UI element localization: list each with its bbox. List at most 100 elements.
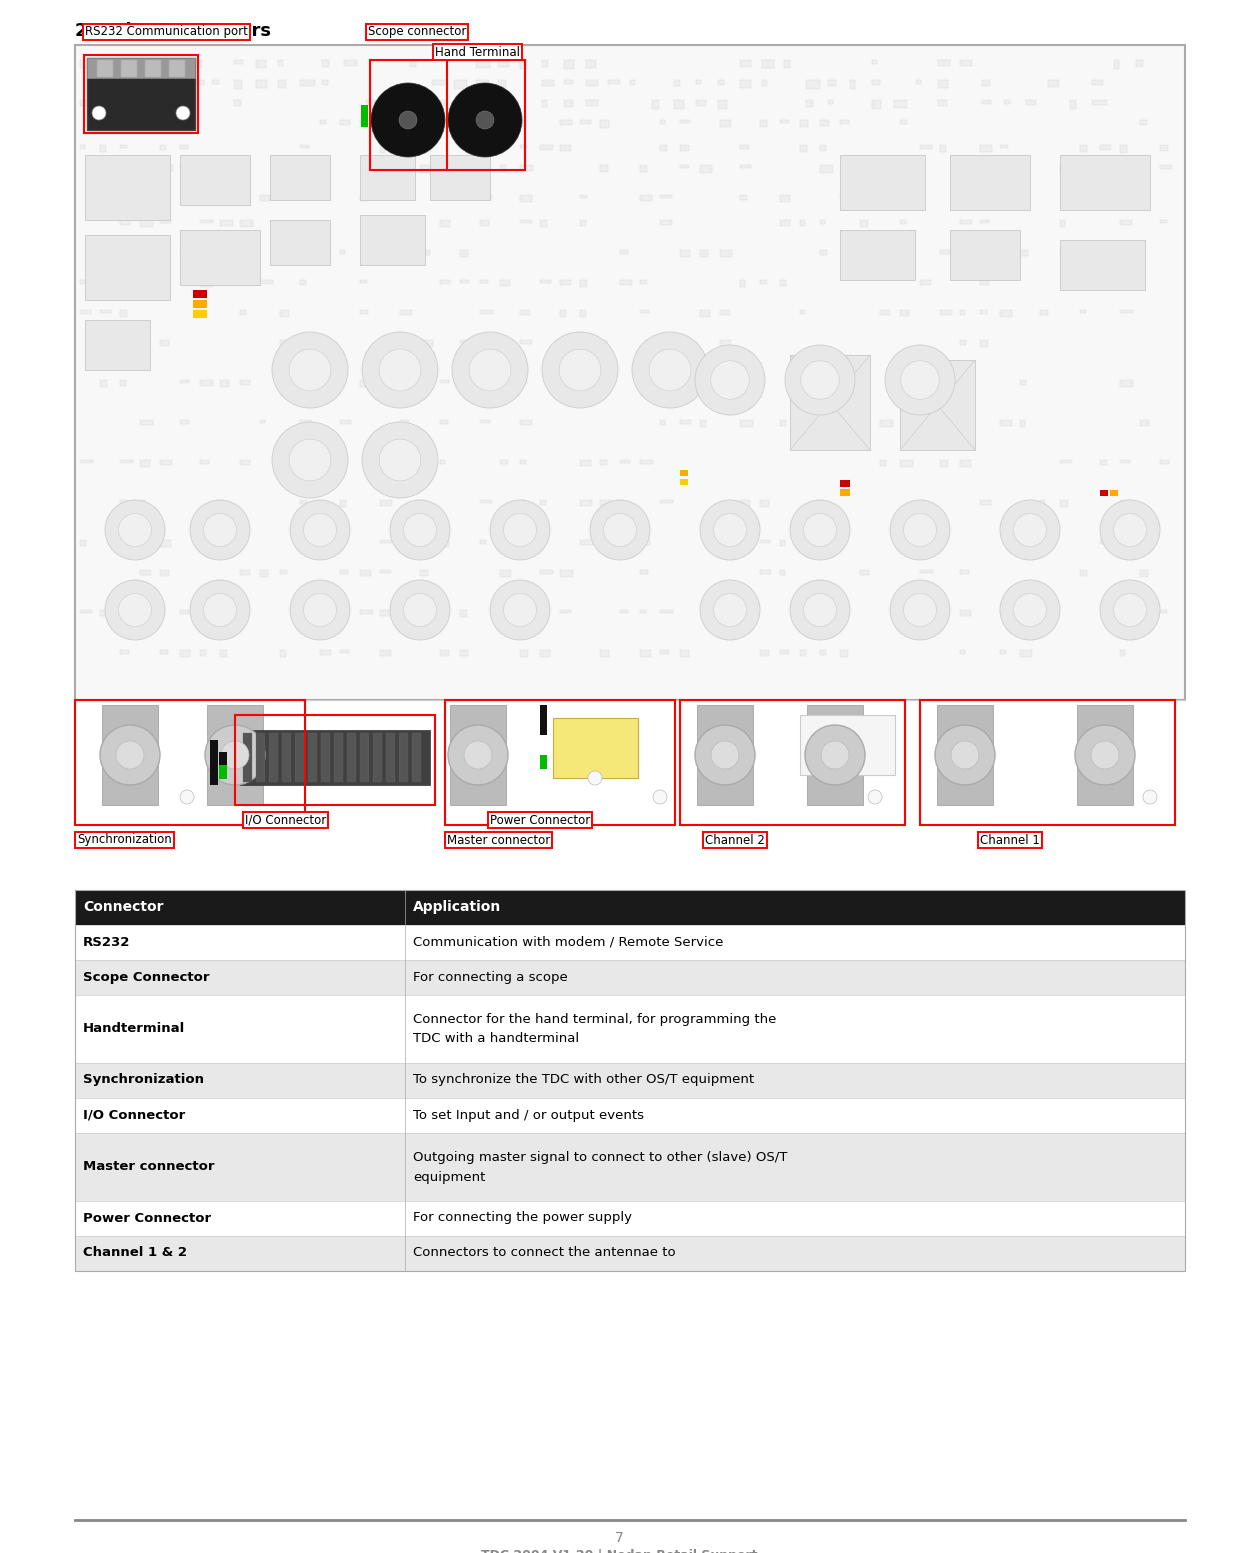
Bar bbox=[800, 714, 895, 775]
Bar bbox=[361, 106, 368, 127]
Bar bbox=[1140, 540, 1149, 545]
Bar bbox=[221, 651, 227, 657]
Circle shape bbox=[503, 514, 536, 547]
Bar bbox=[564, 81, 572, 84]
Bar bbox=[740, 144, 750, 149]
Bar bbox=[97, 61, 113, 78]
Bar bbox=[541, 81, 554, 85]
Bar bbox=[940, 144, 947, 152]
Bar bbox=[400, 120, 410, 127]
Bar bbox=[553, 717, 638, 778]
Bar bbox=[1020, 419, 1025, 427]
Bar bbox=[720, 120, 731, 127]
Bar bbox=[85, 155, 170, 221]
Bar bbox=[432, 81, 447, 85]
Text: To synchronize the TDC with other OS/T equipment: To synchronize the TDC with other OS/T e… bbox=[413, 1073, 755, 1087]
Bar bbox=[460, 120, 470, 126]
Bar bbox=[240, 570, 250, 575]
Bar bbox=[740, 500, 750, 506]
Bar bbox=[399, 733, 408, 783]
Circle shape bbox=[204, 725, 265, 784]
Text: RS232: RS232 bbox=[83, 935, 130, 949]
Text: Power Connector: Power Connector bbox=[83, 1211, 211, 1224]
Bar bbox=[520, 144, 527, 148]
Bar bbox=[501, 165, 506, 171]
Bar bbox=[87, 57, 195, 130]
Circle shape bbox=[180, 790, 195, 804]
Bar bbox=[586, 81, 598, 85]
Circle shape bbox=[1144, 790, 1157, 804]
Text: I/O Connector: I/O Connector bbox=[83, 1109, 186, 1121]
Bar bbox=[400, 340, 413, 346]
Circle shape bbox=[100, 725, 160, 784]
Bar bbox=[440, 419, 449, 424]
Bar bbox=[234, 99, 242, 106]
Bar bbox=[921, 570, 933, 573]
Text: Scope connector: Scope connector bbox=[368, 25, 466, 39]
Bar bbox=[76, 926, 1184, 960]
Circle shape bbox=[119, 593, 151, 626]
Bar bbox=[700, 311, 710, 317]
Bar bbox=[960, 61, 973, 65]
Bar bbox=[820, 120, 829, 126]
Bar bbox=[680, 380, 693, 385]
Bar bbox=[760, 500, 769, 506]
Bar bbox=[190, 61, 202, 67]
Bar bbox=[169, 81, 178, 85]
Bar bbox=[680, 700, 904, 825]
Bar bbox=[300, 81, 315, 85]
Bar bbox=[380, 144, 385, 154]
Bar bbox=[295, 733, 304, 783]
Bar bbox=[700, 419, 706, 427]
Bar bbox=[520, 610, 529, 617]
Bar bbox=[781, 570, 786, 575]
Bar bbox=[1000, 311, 1012, 317]
Circle shape bbox=[714, 593, 747, 626]
Bar bbox=[560, 280, 571, 286]
Bar bbox=[440, 540, 449, 547]
Bar bbox=[580, 500, 592, 506]
Bar bbox=[120, 144, 128, 148]
Bar bbox=[1061, 165, 1069, 172]
Bar bbox=[950, 230, 1020, 280]
Bar bbox=[1080, 144, 1087, 152]
Bar bbox=[339, 419, 351, 424]
Bar bbox=[440, 221, 450, 227]
Bar bbox=[81, 311, 90, 314]
Bar bbox=[169, 61, 175, 68]
Bar bbox=[460, 250, 468, 256]
Bar bbox=[440, 460, 445, 464]
Bar bbox=[85, 320, 150, 370]
Bar bbox=[560, 144, 571, 151]
Bar bbox=[1120, 500, 1132, 505]
Bar bbox=[380, 610, 393, 617]
Bar bbox=[339, 250, 344, 255]
Bar bbox=[240, 380, 250, 385]
Bar bbox=[560, 120, 572, 124]
Bar bbox=[1048, 81, 1059, 87]
Bar bbox=[221, 380, 229, 387]
Bar bbox=[300, 250, 307, 256]
Bar bbox=[620, 280, 632, 286]
Bar bbox=[762, 81, 767, 85]
Bar bbox=[720, 610, 729, 613]
Bar bbox=[160, 165, 173, 171]
Bar bbox=[840, 651, 847, 657]
Circle shape bbox=[804, 593, 836, 626]
Bar bbox=[600, 120, 610, 127]
Bar bbox=[1080, 165, 1085, 169]
Bar bbox=[440, 380, 449, 384]
Bar bbox=[87, 57, 195, 78]
Bar bbox=[81, 460, 93, 463]
Bar bbox=[120, 221, 130, 225]
Bar bbox=[541, 99, 546, 107]
Bar bbox=[660, 196, 672, 197]
Text: Connectors to connect the antennae to: Connectors to connect the antennae to bbox=[413, 1247, 675, 1259]
Circle shape bbox=[289, 439, 331, 481]
Bar bbox=[960, 196, 965, 199]
Bar bbox=[980, 500, 991, 505]
Bar bbox=[740, 196, 747, 200]
Bar bbox=[760, 120, 767, 127]
Circle shape bbox=[1075, 725, 1135, 784]
Bar bbox=[872, 81, 880, 85]
